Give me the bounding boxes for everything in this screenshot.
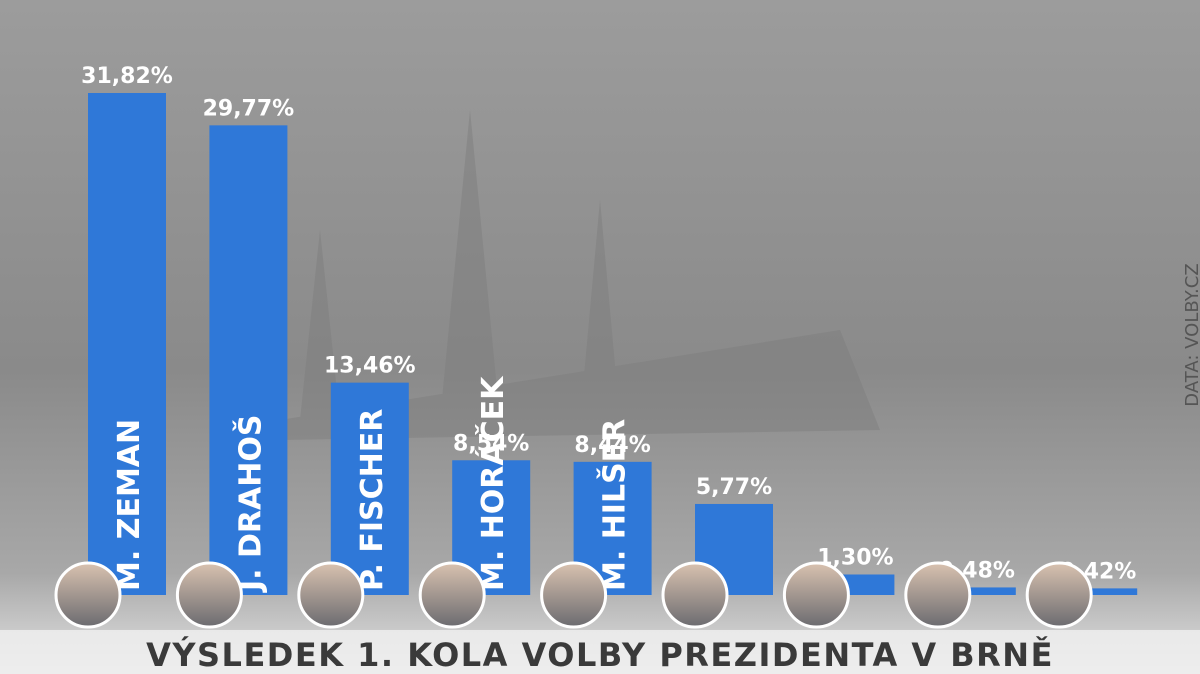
bar bbox=[209, 125, 288, 595]
source-note: DATA: VOLBY.CZ bbox=[1182, 263, 1200, 406]
bar bbox=[330, 382, 409, 595]
title-band bbox=[0, 630, 1200, 674]
bar bbox=[937, 587, 1016, 595]
candidate-photo bbox=[54, 561, 122, 629]
candidate-photo bbox=[540, 561, 608, 629]
category-label: M. ZEMAN bbox=[112, 419, 147, 591]
candidate-photo bbox=[418, 561, 486, 629]
candidate-photo bbox=[782, 561, 850, 629]
value-label: 8,54% bbox=[453, 431, 529, 456]
candidate-photo bbox=[904, 561, 972, 629]
bar bbox=[1059, 588, 1138, 595]
value-label: 8,44% bbox=[574, 433, 650, 458]
category-label: M. HILŠER bbox=[596, 419, 633, 591]
value-label: 29,77% bbox=[203, 96, 295, 121]
candidate-photo bbox=[661, 561, 729, 629]
bar bbox=[88, 93, 166, 595]
candidate-photo bbox=[297, 561, 365, 629]
value-label: 31,82% bbox=[81, 64, 173, 89]
category-label: P. FISCHER bbox=[355, 409, 390, 591]
candidate-photo bbox=[175, 561, 243, 629]
value-label: 13,46% bbox=[324, 354, 416, 379]
value-label: 5,77% bbox=[696, 475, 772, 500]
category-label: M. HORÁČEK bbox=[474, 375, 511, 591]
castle-silhouette bbox=[280, 110, 880, 440]
chart-title: VÝSLEDEK 1. KOLA VOLBY PREZIDENTA V BRNĚ bbox=[146, 636, 1054, 674]
category-label: J. DRAHOŠ bbox=[231, 415, 268, 593]
candidate-photo bbox=[1025, 561, 1093, 629]
